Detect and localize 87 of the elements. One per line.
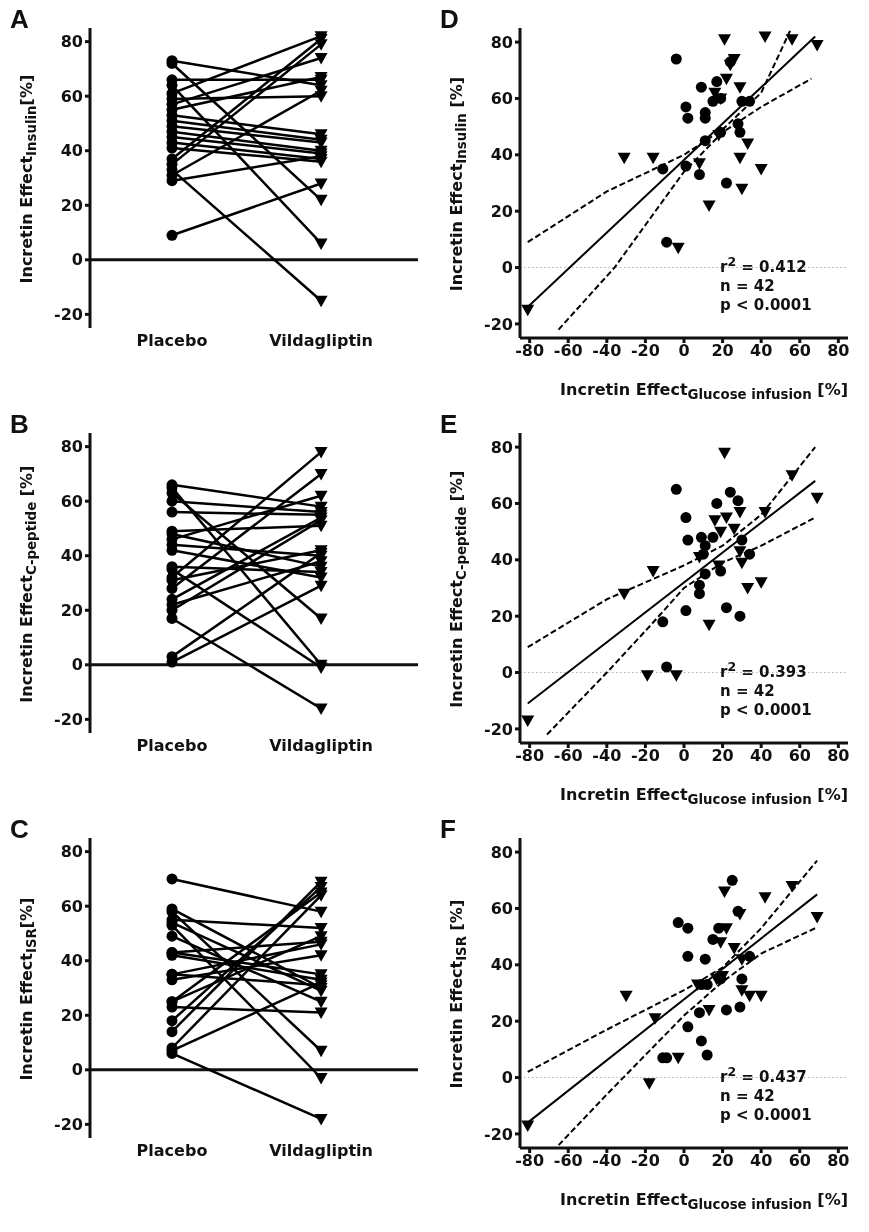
- y-tick-label: 80: [60, 842, 83, 862]
- x-tick-label: -80: [515, 341, 545, 361]
- x-tick-label: 80: [827, 746, 850, 766]
- annotation: p < 0.0001: [720, 700, 812, 720]
- y-tick-label: 20: [490, 201, 513, 221]
- y-tick-label: -20: [484, 719, 513, 739]
- x-tick-label: 20: [711, 1151, 734, 1171]
- x-tick-label: -20: [630, 746, 660, 766]
- x-tick-label: 60: [788, 341, 811, 361]
- x-tick-label: 20: [711, 746, 734, 766]
- x-tick-label: -20: [630, 1151, 660, 1171]
- annotation: n = 42: [720, 276, 776, 296]
- y-tick-label: 0: [501, 1068, 513, 1088]
- x-tick-label: -80: [515, 1151, 545, 1171]
- x-tick-label: 0: [678, 746, 690, 766]
- y-tick-label: 60: [490, 89, 513, 109]
- x-tick-label: 60: [788, 746, 811, 766]
- y-tick-label: 20: [60, 1005, 83, 1025]
- y-tick-label: 20: [60, 600, 83, 620]
- chart-title: D: [440, 4, 459, 35]
- x-tick-label: -60: [553, 746, 583, 766]
- x-tick-label: -40: [592, 746, 622, 766]
- x-tick-label: 40: [750, 746, 773, 766]
- x-tick-label: -40: [592, 1151, 622, 1171]
- annotation: n = 42: [720, 681, 776, 701]
- y-tick-label: -20: [54, 305, 83, 325]
- y-tick-label: 40: [490, 955, 513, 975]
- chart-title: F: [440, 814, 456, 845]
- y-tick-label: 60: [490, 494, 513, 514]
- x-tick-label: 20: [711, 341, 734, 361]
- y-tick-label: 0: [501, 663, 513, 683]
- y-tick-label: 80: [490, 32, 513, 52]
- x-tick-label: 60: [788, 1151, 811, 1171]
- y-tick-label: 80: [490, 437, 513, 457]
- x-tick-label: Placebo: [136, 736, 208, 756]
- x-tick-label: Vildagliptin: [269, 736, 373, 756]
- x-axis-title: Incretin Effect$_{Glucose infusion}$ [%]: [559, 1190, 848, 1213]
- y-tick-label: 20: [490, 606, 513, 626]
- x-tick-label: -60: [553, 1151, 583, 1171]
- x-tick-label: 80: [827, 341, 850, 361]
- x-tick-label: -80: [515, 746, 545, 766]
- chart-title: E: [440, 409, 458, 440]
- x-tick-label: -20: [630, 341, 660, 361]
- y-tick-label: 40: [490, 145, 513, 165]
- y-tick-label: -20: [484, 1124, 513, 1144]
- y-tick-label: 80: [60, 32, 83, 52]
- chart-title: A: [10, 4, 29, 35]
- annotation: r$^{2}$ = 0.437: [720, 1062, 808, 1087]
- y-tick-label: 20: [60, 195, 83, 215]
- x-tick-label: Placebo: [136, 1141, 208, 1161]
- y-tick-label: 60: [60, 491, 83, 511]
- y-tick-label: 0: [501, 258, 513, 278]
- y-tick-label: 20: [490, 1011, 513, 1031]
- chart-title: B: [10, 409, 29, 440]
- x-tick-label: Placebo: [136, 331, 208, 351]
- annotation: p < 0.0001: [720, 1105, 812, 1125]
- x-tick-label: -60: [553, 341, 583, 361]
- chart-title: C: [10, 814, 29, 845]
- x-tick-label: -40: [592, 341, 622, 361]
- x-tick-label: 0: [678, 341, 690, 361]
- x-tick-label: 0: [678, 1151, 690, 1171]
- y-tick-label: 60: [490, 899, 513, 919]
- annotation: r$^{2}$ = 0.393: [720, 657, 808, 682]
- y-tick-label: 40: [60, 141, 83, 161]
- x-axis-title: Incretin Effect$_{Glucose infusion}$ [%]: [559, 785, 848, 808]
- x-tick-label: 80: [827, 1151, 850, 1171]
- x-axis-title: Incretin Effect$_{Glucose infusion}$ [%]: [559, 380, 848, 403]
- y-tick-label: 40: [490, 550, 513, 570]
- y-tick-label: 0: [71, 655, 83, 675]
- x-tick-label: Vildagliptin: [269, 331, 373, 351]
- y-tick-label: 0: [71, 1060, 83, 1080]
- x-tick-label: 40: [750, 1151, 773, 1171]
- y-tick-label: -20: [484, 314, 513, 334]
- y-tick-label: 0: [71, 250, 83, 270]
- annotation: r$^{2}$ = 0.412: [720, 252, 808, 277]
- y-tick-label: -20: [54, 1115, 83, 1135]
- y-tick-label: 80: [490, 842, 513, 862]
- annotation: n = 42: [720, 1086, 776, 1106]
- y-tick-label: -20: [54, 710, 83, 730]
- x-tick-label: Vildagliptin: [269, 1141, 373, 1161]
- y-tick-label: 40: [60, 951, 83, 971]
- y-tick-label: 80: [60, 437, 83, 457]
- y-tick-label: 40: [60, 546, 83, 566]
- y-tick-label: 60: [60, 896, 83, 916]
- annotation: p < 0.0001: [720, 295, 812, 315]
- y-tick-label: 60: [60, 86, 83, 106]
- x-tick-label: 40: [750, 341, 773, 361]
